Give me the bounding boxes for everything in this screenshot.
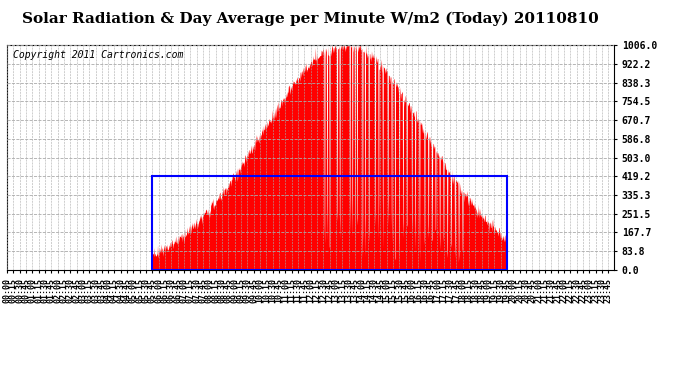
Text: Solar Radiation & Day Average per Minute W/m2 (Today) 20110810: Solar Radiation & Day Average per Minute… — [22, 11, 599, 26]
Text: Copyright 2011 Cartronics.com: Copyright 2011 Cartronics.com — [13, 50, 184, 60]
Bar — [152, 176, 507, 270]
